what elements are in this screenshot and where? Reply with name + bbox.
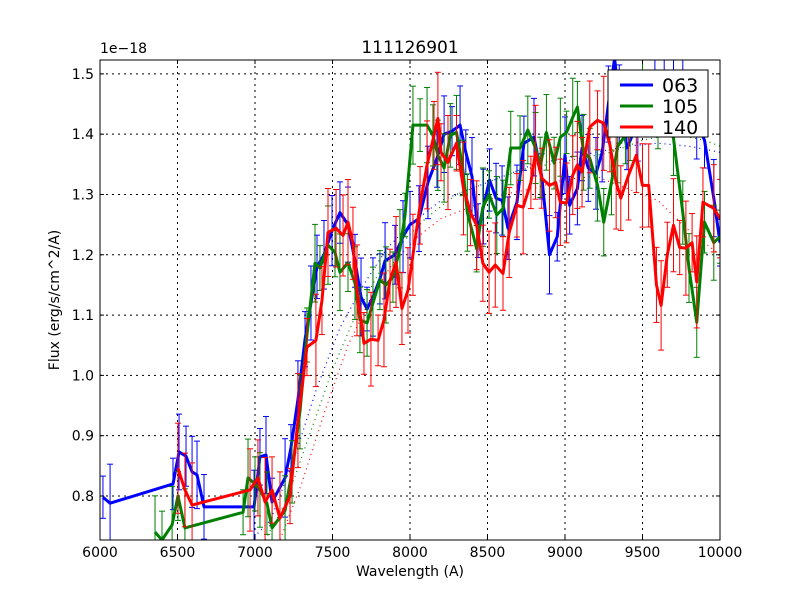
y-tick-label: 1.4 <box>72 127 94 143</box>
x-tick-label: 8500 <box>470 545 506 561</box>
y-offset-text: 1e−18 <box>100 41 147 57</box>
y-tick-label: 1.2 <box>72 248 94 264</box>
y-axis-label: Flux (erg/s/cm^2/A) <box>47 230 63 370</box>
y-tick-label: 0.8 <box>72 489 94 505</box>
legend-label-063: 063 <box>662 75 698 97</box>
ticks: 6000 6500 7000 7500 8000 8500 9000 9500 10000 0.8… <box>72 60 743 561</box>
x-axis-label: Wavelength (A) <box>356 564 464 580</box>
chart-title: 111126901 <box>361 38 458 58</box>
grid <box>100 60 720 540</box>
series-140 <box>174 71 720 540</box>
x-tick-label: 9500 <box>625 545 661 561</box>
legend-label-105: 105 <box>662 96 698 118</box>
legend-label-140: 140 <box>662 117 698 139</box>
x-tick-label: 6000 <box>82 545 118 561</box>
x-tick-label: 7000 <box>237 545 273 561</box>
y-tick-label: 1.3 <box>72 187 94 203</box>
x-tick-label: 8000 <box>392 545 428 561</box>
series-line-140 <box>176 116 720 520</box>
x-tick-label: 7500 <box>315 545 351 561</box>
y-tick-label: 0.9 <box>72 429 94 445</box>
y-tick-label: 1.5 <box>72 67 94 83</box>
y-tick-label: 1.1 <box>72 308 94 324</box>
x-tick-label: 6500 <box>160 545 196 561</box>
x-tick-label: 10000 <box>698 545 743 561</box>
y-tick-label: 1.0 <box>72 368 94 384</box>
x-tick-label: 9000 <box>547 545 583 561</box>
